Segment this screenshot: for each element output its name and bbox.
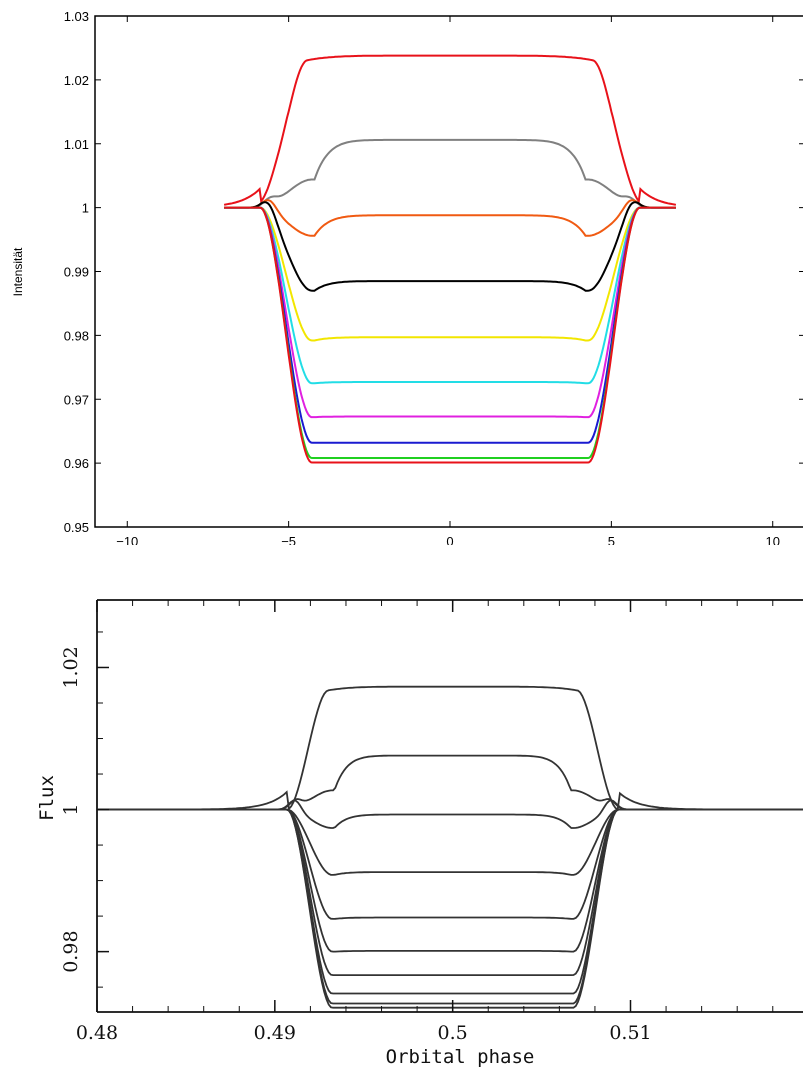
top-series-line-8 <box>224 206 676 459</box>
bottom-series-line-0 <box>97 685 803 812</box>
bottom-x-tick-label: 0.51 <box>609 1022 651 1044</box>
bottom-series-group <box>97 685 803 1009</box>
top-series-line-4 <box>224 206 676 342</box>
top-chart: −10 −5 0 5 10 0.95 0.96 0.97 0.98 0.99 1 1.01 1.02 1.… <box>11 9 803 545</box>
bottom-y-tick-label: 1.02 <box>60 646 82 688</box>
top-series-line-0 <box>223 54 677 206</box>
bottom-x-tick-label: 0.49 <box>254 1022 296 1044</box>
bottom-series-line-2 <box>97 799 803 829</box>
top-x-tick-label: 0 <box>446 534 453 545</box>
bottom-x-tick-label: 0.5 <box>438 1022 468 1044</box>
top-x-tick-label: 5 <box>608 534 615 545</box>
top-y-tick-label: 1.03 <box>64 9 89 24</box>
bottom-series-line-3 <box>97 808 803 876</box>
top-plot-frame <box>94 15 803 528</box>
top-series-line-7 <box>224 206 676 444</box>
bottom-series-line-4 <box>97 808 803 920</box>
bottom-ticks-group: 0.48 0.49 0.5 0.51 0.98 1 1.02 <box>60 600 774 1044</box>
top-x-tick-label: −5 <box>281 534 296 545</box>
top-y-tick-label: 0.97 <box>64 392 89 407</box>
top-series-line-5 <box>224 206 676 385</box>
bottom-series-line-5 <box>97 808 803 953</box>
top-series-group <box>223 54 677 464</box>
bottom-x-tick-label: 0.48 <box>76 1022 118 1044</box>
top-series-line-3 <box>224 201 676 292</box>
top-series-line-9 <box>224 206 676 464</box>
top-y-tick-label: 0.98 <box>64 328 89 343</box>
bottom-series-line-1 <box>97 754 803 811</box>
top-series-line-2 <box>224 199 676 237</box>
top-x-tick-label: −10 <box>116 534 138 545</box>
bottom-series-line-9 <box>97 808 803 1009</box>
bottom-y-tick-label: 1 <box>60 804 82 816</box>
top-y-tick-label: 0.99 <box>64 265 89 280</box>
top-y-tick-label: 1.02 <box>64 73 89 88</box>
bottom-y-tick-label: 0.98 <box>60 930 82 972</box>
top-y-tick-label: 1 <box>82 201 89 216</box>
bottom-series-line-6 <box>97 808 803 976</box>
top-y-tick-label: 0.96 <box>64 456 89 471</box>
bottom-y-axis-label: Flux <box>36 775 58 821</box>
top-x-tick-label: 10 <box>765 534 779 545</box>
top-ticks-group: −10 −5 0 5 10 0.95 0.96 0.97 0.98 0.99 1 1.01 1.02 1.… <box>64 9 803 545</box>
top-y-axis-label: Intensität <box>11 247 25 296</box>
top-series-line-1 <box>224 138 676 209</box>
bottom-series-line-8 <box>97 808 803 1005</box>
bottom-x-axis-label: Orbital phase <box>386 1046 535 1068</box>
bottom-series-line-7 <box>97 808 803 995</box>
top-y-tick-label: 1.01 <box>64 137 89 152</box>
top-series-line-6 <box>224 206 676 419</box>
top-y-tick-label: 0.95 <box>64 520 89 535</box>
